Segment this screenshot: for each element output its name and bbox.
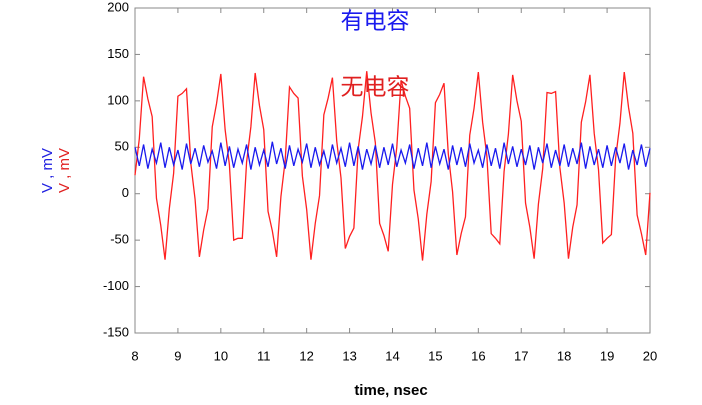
y-axis-label: V , mV bbox=[56, 148, 73, 193]
x-tick-label: 14 bbox=[385, 348, 399, 363]
annotation: 无电容 bbox=[341, 75, 410, 101]
series-line bbox=[134, 141, 651, 170]
y-tick-label: 0 bbox=[122, 185, 129, 200]
x-tick-label: 15 bbox=[428, 348, 442, 363]
x-tick-label: 8 bbox=[131, 348, 138, 363]
y-tick-label: 150 bbox=[107, 46, 129, 61]
x-tick-label: 17 bbox=[514, 348, 528, 363]
x-tick-label: 12 bbox=[299, 348, 313, 363]
x-tick-label: 20 bbox=[643, 348, 657, 363]
x-axis-label: time, nsec bbox=[354, 382, 427, 399]
x-tick-label: 9 bbox=[174, 348, 181, 363]
x-tick-label: 19 bbox=[600, 348, 614, 363]
x-tick-label: 16 bbox=[471, 348, 485, 363]
x-tick-label: 13 bbox=[342, 348, 356, 363]
y-axis-label: V , mV bbox=[39, 148, 56, 193]
x-tick-label: 18 bbox=[557, 348, 571, 363]
plot-frame bbox=[134, 7, 651, 334]
series-line bbox=[134, 71, 651, 261]
y-tick-label: 50 bbox=[115, 139, 129, 154]
x-tick-label: 11 bbox=[257, 348, 271, 363]
y-tick-label: -150 bbox=[103, 324, 129, 339]
y-tick-label: -100 bbox=[103, 278, 129, 293]
annotation: 有电容 bbox=[341, 9, 410, 35]
y-tick-label: 200 bbox=[107, 0, 129, 14]
y-tick-label: 100 bbox=[107, 92, 129, 107]
x-tick-label: 10 bbox=[214, 348, 228, 363]
y-tick-label: -50 bbox=[110, 232, 129, 247]
